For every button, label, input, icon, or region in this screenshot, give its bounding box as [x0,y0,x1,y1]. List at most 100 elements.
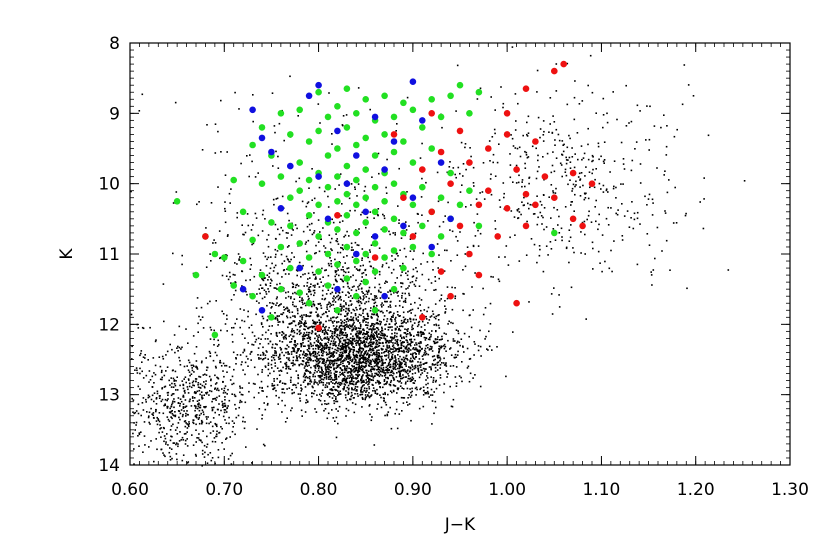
field-point [556,209,559,211]
field-point [361,369,364,372]
field-point [365,371,368,374]
field-point [425,181,427,184]
field-point [352,249,354,251]
field-point [145,398,147,401]
field-point [329,355,332,357]
field-point [400,350,403,352]
field-point [328,92,330,94]
field-point [426,387,429,389]
field-point [385,355,387,357]
field-point [325,370,327,372]
field-point [423,336,426,339]
field-point [391,345,394,348]
field-point [178,416,180,419]
field-point [292,229,294,231]
field-point [582,184,584,187]
field-point [468,335,470,338]
field-point [361,248,364,250]
field-point [354,393,356,395]
green-point [277,110,285,117]
field-point [363,372,366,374]
field-point [319,336,321,338]
field-point [727,269,730,271]
field-point [375,364,377,367]
field-point [617,209,619,211]
field-point [429,394,432,396]
field-point [341,220,344,222]
field-point [542,216,544,219]
field-point [329,336,332,338]
field-point [372,341,375,343]
field-point [407,287,409,289]
field-point [356,308,358,311]
field-point [457,166,460,169]
field-point [334,420,336,422]
field-point [304,325,306,327]
field-point [381,361,384,363]
field-point [134,411,137,414]
field-point [317,369,320,372]
field-point [304,354,306,357]
field-point [216,354,218,357]
field-point [263,402,265,404]
field-point [271,343,274,346]
field-point [332,364,335,367]
field-point [310,359,312,362]
field-point [215,435,218,438]
field-point [542,156,544,158]
field-point [376,388,378,391]
field-point [281,341,284,343]
field-point [178,440,181,442]
field-point [310,366,312,369]
field-point [346,312,348,315]
field-point [521,185,523,188]
field-point [305,250,308,253]
field-point [359,327,362,329]
field-point [146,411,148,413]
field-point [335,273,338,276]
field-point [344,384,347,386]
field-point [323,374,326,377]
field-point [650,271,652,273]
field-point [164,398,167,401]
field-point [284,347,287,350]
field-point [341,337,344,339]
field-point [312,348,314,350]
field-point [325,311,327,313]
field-point [343,379,346,382]
field-point [417,321,420,324]
field-point [358,330,360,332]
field-point [280,226,282,229]
field-point [387,291,389,293]
field-point [267,279,269,281]
field-point [385,350,388,353]
field-point [310,332,313,335]
field-point [262,352,265,355]
field-point [275,304,277,306]
field-point [328,319,330,322]
field-point [287,295,290,298]
field-point [347,354,349,357]
field-point [531,145,534,148]
field-point [308,344,310,347]
field-point [295,370,298,372]
field-point [300,306,303,309]
field-point [417,369,420,372]
field-point [356,337,358,339]
field-point [166,416,169,418]
field-point [408,285,410,287]
field-point [305,315,307,318]
field-point [327,371,329,373]
field-point [267,342,270,345]
field-point [409,360,411,363]
field-point [343,300,345,302]
field-point [412,275,415,277]
field-point [198,433,200,435]
field-point [329,241,332,244]
field-point [264,365,267,367]
field-point [489,302,492,305]
field-point [387,329,390,331]
field-point [353,377,355,379]
field-point [285,367,287,370]
field-point [202,327,205,329]
